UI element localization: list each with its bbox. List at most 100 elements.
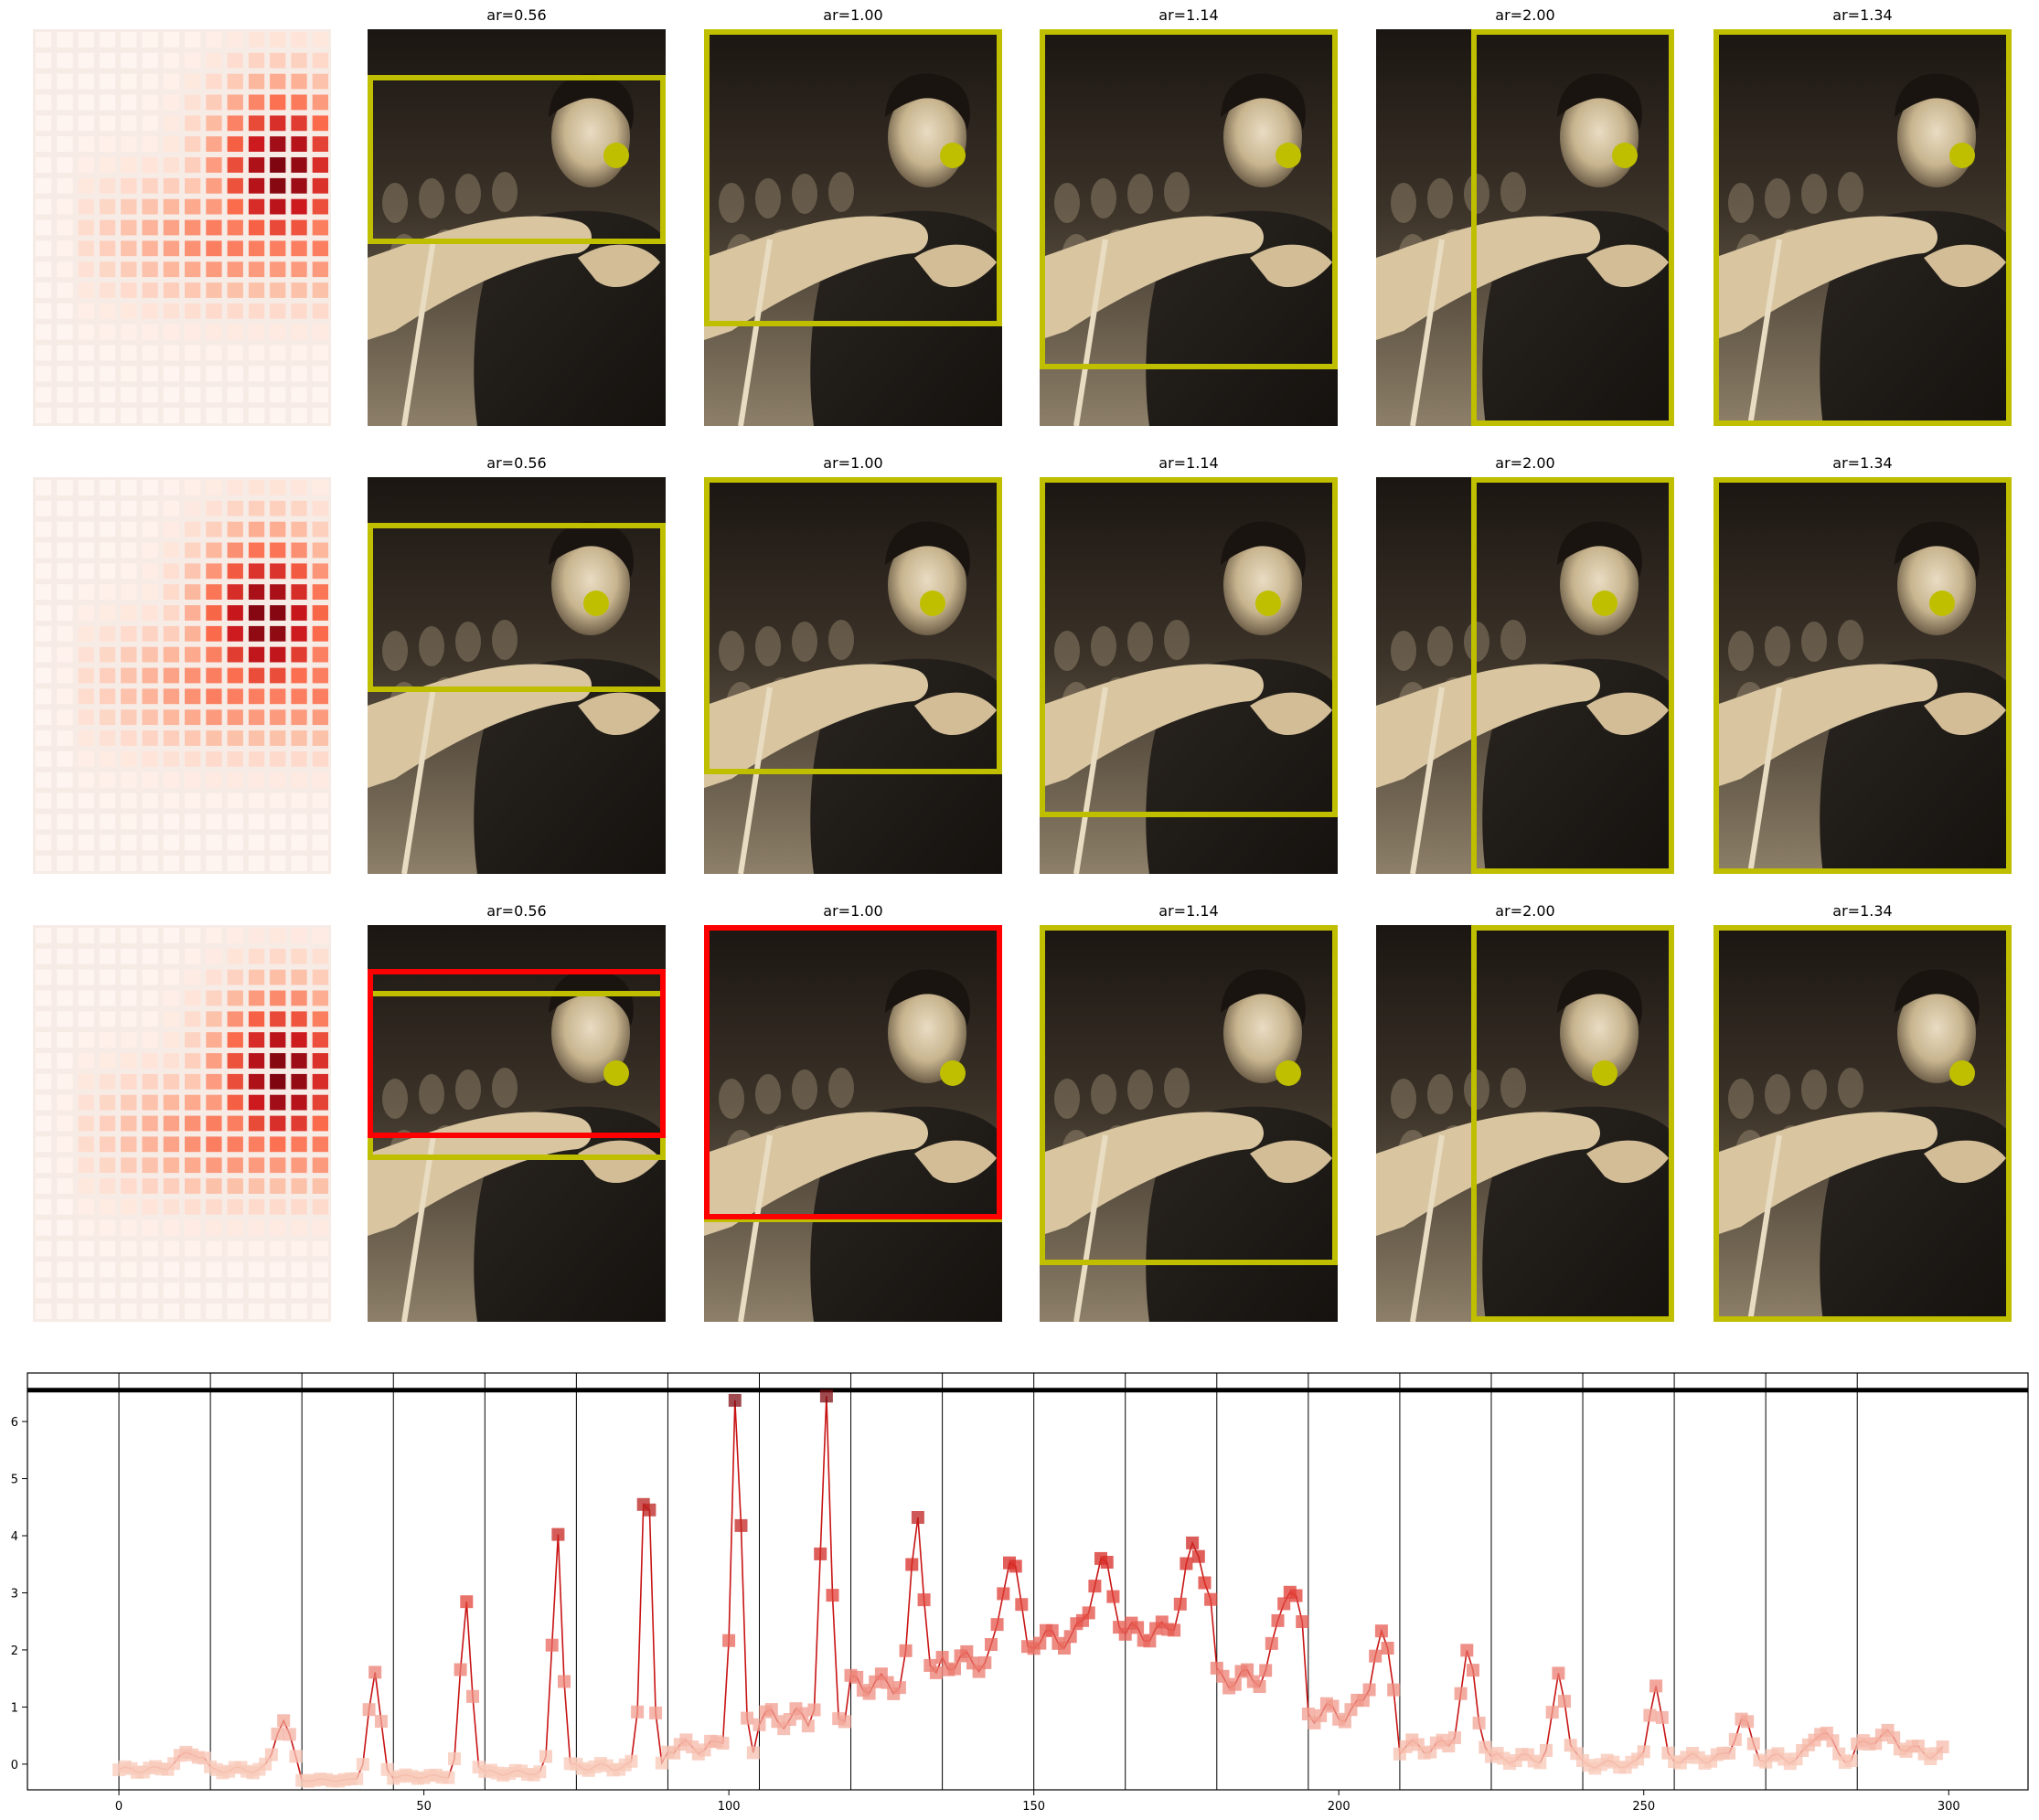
- data-point: [1533, 1756, 1547, 1770]
- crop-row: ar=0.56 ar=1.00 ar=1.14 ar=2.00 ar=1.34: [33, 454, 2012, 874]
- data-point: [362, 1703, 376, 1717]
- crop-panel: ar=1.14: [1040, 6, 1338, 426]
- data-point: [356, 1758, 369, 1772]
- aspect-ratio-title: ar=1.00: [823, 6, 882, 24]
- crop-panel: ar=1.34: [1713, 454, 2012, 874]
- data-point: [1369, 1649, 1382, 1663]
- aspect-ratio-title: ar=0.56: [486, 6, 546, 24]
- data-point: [728, 1393, 742, 1407]
- data-point: [1649, 1679, 1663, 1693]
- focus-point: [1929, 591, 1955, 616]
- x-axis-ticks: 0 50 100 150 200 250 300: [115, 1790, 1960, 1814]
- data-point: [533, 1765, 547, 1779]
- data-point: [1655, 1710, 1669, 1724]
- data-point: [807, 1703, 821, 1717]
- data-point: [734, 1518, 748, 1532]
- data-point: [783, 1713, 796, 1726]
- crop-box: [1713, 925, 2012, 1322]
- data-point: [1314, 1708, 1328, 1722]
- data-point: [631, 1705, 645, 1719]
- focus-point: [1276, 1060, 1301, 1086]
- x-tick-label: 0: [115, 1800, 123, 1814]
- x-tick-label: 250: [1632, 1800, 1655, 1814]
- data-point: [442, 1771, 455, 1784]
- data-point: [1277, 1597, 1291, 1611]
- crop-panel: ar=1.00: [704, 454, 1002, 874]
- y-tick-label: 6: [11, 1416, 18, 1430]
- data-point: [374, 1715, 388, 1729]
- data-point: [1289, 1589, 1303, 1602]
- crop-panel: ar=2.00: [1376, 902, 1674, 1322]
- player-photo-icon: [1713, 925, 2012, 1322]
- alt-crop-box: [368, 969, 666, 1138]
- data-point: [1180, 1557, 1193, 1570]
- data-point: [1552, 1666, 1565, 1680]
- crop-box: [1713, 477, 2012, 874]
- data-point: [643, 1503, 657, 1517]
- crop-box: [1040, 29, 1338, 369]
- data-point: [1356, 1694, 1370, 1708]
- crop-box: [1471, 29, 1674, 426]
- data-point: [271, 1727, 284, 1740]
- crop-box: [704, 477, 1002, 774]
- series-line: [118, 1396, 1944, 1783]
- data-point: [1460, 1644, 1474, 1657]
- data-point: [1015, 1598, 1029, 1612]
- data-point: [1168, 1623, 1181, 1637]
- crop-box: [368, 523, 666, 692]
- crop-panel: ar=1.00: [704, 6, 1002, 426]
- x-tick-label: 200: [1328, 1800, 1350, 1814]
- alt-crop-box: [704, 925, 1002, 1219]
- x-tick-label: 300: [1938, 1800, 1960, 1814]
- data-point: [1058, 1642, 1071, 1655]
- data-point: [892, 1681, 906, 1695]
- aspect-ratio-title: ar=1.14: [1158, 902, 1218, 920]
- crop-box: [1040, 477, 1338, 817]
- data-point: [1637, 1745, 1650, 1759]
- saliency-heatmap-icon: [33, 925, 331, 1322]
- crop-panel: ar=1.00: [704, 902, 1002, 1322]
- data-point: [1326, 1699, 1340, 1713]
- focus-point: [1592, 591, 1617, 616]
- y-tick-label: 4: [11, 1530, 18, 1544]
- focus-point: [1949, 143, 1975, 168]
- crop-panel: ar=0.56: [368, 6, 666, 426]
- aspect-ratio-title: ar=1.34: [1832, 6, 1892, 24]
- focus-point: [920, 591, 945, 616]
- data-point: [1131, 1621, 1145, 1634]
- data-point: [1241, 1663, 1254, 1676]
- aspect-ratio-title: ar=0.56: [486, 902, 546, 920]
- crop-row: ar=0.56 ar=1.00 ar=1.14 ar=2.00 ar=1.34: [33, 902, 2012, 1322]
- player-photo-icon: [1713, 477, 2012, 874]
- player-photo-icon: [1376, 925, 1674, 1322]
- crop-panel: ar=0.56: [368, 454, 666, 874]
- focus-point: [940, 1060, 966, 1086]
- data-point: [1216, 1669, 1230, 1683]
- data-point: [1387, 1683, 1401, 1697]
- data-point: [558, 1675, 571, 1688]
- data-point: [1259, 1664, 1273, 1677]
- crop-panel: ar=0.56: [368, 902, 666, 1322]
- focus-point: [1255, 591, 1281, 616]
- data-point: [978, 1655, 992, 1669]
- aspect-ratio-title: ar=2.00: [1495, 454, 1554, 472]
- data-point: [1265, 1636, 1278, 1650]
- player-photo-icon: [368, 925, 666, 1322]
- data-point: [929, 1666, 943, 1679]
- data-point: [1271, 1613, 1285, 1627]
- y-axis-ticks: 0 1 2 3 4 5 6: [11, 1416, 27, 1772]
- crop-box: [1713, 29, 2012, 426]
- data-point: [1454, 1687, 1468, 1700]
- data-point: [1362, 1683, 1376, 1697]
- focus-point: [1276, 143, 1301, 168]
- data-point: [917, 1593, 931, 1607]
- data-point: [454, 1663, 467, 1676]
- player-photo-icon: [368, 29, 666, 426]
- data-point: [722, 1634, 736, 1647]
- focus-point: [1612, 143, 1638, 168]
- data-point: [819, 1389, 833, 1403]
- data-point: [741, 1711, 754, 1725]
- data-point: [1558, 1695, 1571, 1708]
- data-point: [1746, 1737, 1760, 1751]
- data-point: [448, 1752, 461, 1765]
